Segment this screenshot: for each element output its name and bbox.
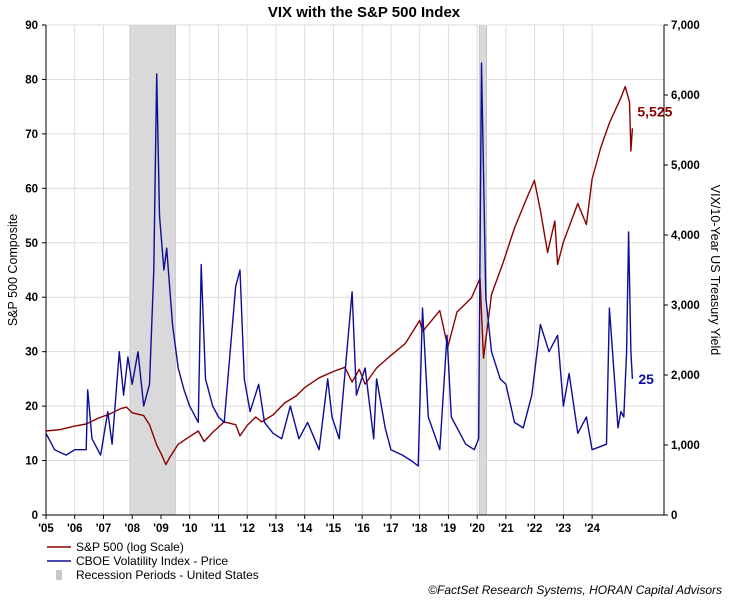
left-axis-title: S&P 500 Composite bbox=[6, 214, 20, 326]
right-tick-label-3: 3,000 bbox=[671, 300, 700, 312]
x-tick-label-0: '05 bbox=[38, 523, 54, 535]
x-tick-label-1: '06 bbox=[67, 523, 83, 535]
legend-label-1: CBOE Volatility Index - Price bbox=[76, 554, 228, 568]
left-tick-label-8: 80 bbox=[25, 74, 38, 86]
x-tick-label-17: '22 bbox=[527, 523, 543, 535]
right-tick-label-1: 1,000 bbox=[671, 440, 700, 452]
x-tick-label-8: '13 bbox=[268, 523, 284, 535]
grid-layer bbox=[45, 24, 664, 516]
left-tick-label-4: 40 bbox=[25, 292, 38, 304]
right-axis-title: VIX/10-Year US Treasury Yield bbox=[708, 185, 722, 356]
left-tick-label-3: 30 bbox=[25, 347, 38, 359]
series-line-0 bbox=[45, 85, 634, 466]
x-tick-label-11: '16 bbox=[354, 523, 370, 535]
right-tick-label-0: 0 bbox=[671, 510, 677, 522]
x-tick-label-10: '15 bbox=[326, 523, 342, 535]
right-tick-label-7: 7,000 bbox=[671, 20, 700, 32]
series-line-1 bbox=[45, 62, 634, 467]
legend-label-2: Recession Periods - United States bbox=[76, 568, 259, 582]
legend-swatch-2 bbox=[56, 570, 62, 580]
left-tick-label-7: 70 bbox=[25, 129, 38, 141]
source-credit: ©FactSet Research Systems, HORAN Capital… bbox=[428, 583, 722, 597]
left-tick-label-1: 10 bbox=[25, 456, 38, 468]
x-tick-label-2: '07 bbox=[96, 523, 112, 535]
right-tick-label-4: 4,000 bbox=[671, 230, 700, 242]
x-tick-label-5: '10 bbox=[182, 523, 198, 535]
chart-title: VIX with the S&P 500 Index bbox=[268, 4, 461, 21]
x-tick-label-4: '09 bbox=[153, 523, 169, 535]
left-tick-label-0: 0 bbox=[32, 510, 38, 522]
vix-end-label: 25 bbox=[638, 371, 654, 387]
legend-label-0: S&P 500 (log Scale) bbox=[76, 540, 184, 554]
left-tick-label-9: 90 bbox=[25, 20, 38, 32]
right-tick-label-6: 6,000 bbox=[671, 90, 700, 102]
axis-layer: 0 10 20 30 40 50 60 70 80 90 0 1,000 2,000 3,000 4,000… bbox=[25, 20, 700, 535]
right-tick-label-2: 2,000 bbox=[671, 370, 700, 382]
x-tick-label-9: '14 bbox=[297, 523, 313, 535]
x-tick-label-14: '19 bbox=[441, 523, 457, 535]
x-tick-label-13: '18 bbox=[412, 523, 428, 535]
left-tick-label-2: 20 bbox=[25, 401, 38, 413]
left-tick-label-5: 50 bbox=[25, 238, 38, 250]
x-tick-label-19: '24 bbox=[584, 523, 600, 535]
x-tick-label-15: '20 bbox=[469, 523, 485, 535]
x-tick-label-7: '12 bbox=[239, 523, 255, 535]
left-tick-label-6: 60 bbox=[25, 183, 38, 195]
right-tick-label-5: 5,000 bbox=[671, 160, 700, 172]
x-tick-label-12: '17 bbox=[383, 523, 399, 535]
x-tick-label-3: '08 bbox=[124, 523, 140, 535]
x-tick-label-16: '21 bbox=[498, 523, 514, 535]
legend: S&P 500 (log Scale)CBOE Volatility Index… bbox=[47, 540, 259, 582]
x-tick-label-18: '23 bbox=[556, 523, 572, 535]
x-tick-label-6: '11 bbox=[211, 523, 226, 535]
sp500-end-label: 5,525 bbox=[637, 103, 672, 119]
